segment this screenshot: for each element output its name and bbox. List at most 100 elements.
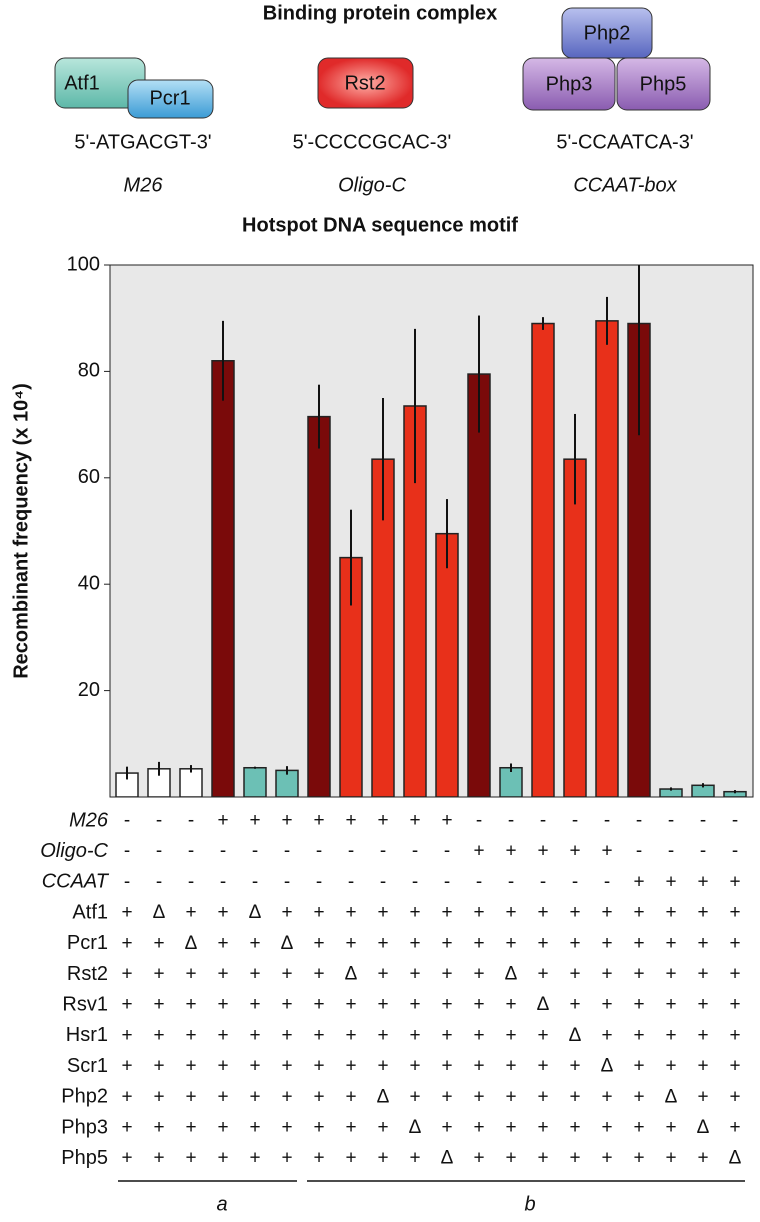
row-label: Rsv1 (62, 993, 108, 1015)
cell: + (729, 933, 740, 954)
cell: + (217, 810, 228, 831)
bar (307, 415, 331, 797)
cell: + (473, 1025, 484, 1046)
cell: - (252, 841, 258, 862)
cell: + (729, 964, 740, 985)
cell: + (121, 1148, 132, 1169)
cell: - (668, 841, 674, 862)
cell: Δ (729, 1148, 742, 1169)
cell: + (281, 1056, 292, 1077)
cell: + (409, 1148, 420, 1169)
cell: + (665, 1117, 676, 1138)
group-label: b (524, 1193, 535, 1215)
cell: Δ (377, 1086, 390, 1107)
cell: + (345, 810, 356, 831)
cell: - (732, 810, 738, 831)
cell: Δ (409, 1117, 422, 1138)
cell: + (537, 933, 548, 954)
cell: + (185, 1086, 196, 1107)
cell: + (665, 1148, 676, 1169)
cell: - (572, 871, 578, 892)
cell: + (313, 1117, 324, 1138)
cell: + (473, 933, 484, 954)
cell: + (185, 994, 196, 1015)
cell: + (121, 1056, 132, 1077)
row-label: Atf1 (72, 901, 108, 923)
cell: Δ (281, 933, 294, 954)
cell: + (377, 1148, 388, 1169)
cell: + (217, 902, 228, 923)
cell: + (281, 994, 292, 1015)
cell: + (505, 902, 516, 923)
cell: + (537, 1086, 548, 1107)
cell: - (124, 871, 130, 892)
cell: - (508, 871, 514, 892)
cell: + (441, 1117, 452, 1138)
cell: + (345, 1086, 356, 1107)
cell: + (441, 1086, 452, 1107)
cell: - (476, 871, 482, 892)
bar (243, 766, 267, 797)
cell: + (121, 1086, 132, 1107)
y-tick-label: 40 (78, 572, 100, 594)
cell: - (732, 841, 738, 862)
cell: + (441, 902, 452, 923)
cell: + (441, 994, 452, 1015)
cell: + (505, 933, 516, 954)
cell: + (281, 1148, 292, 1169)
cell: - (316, 871, 322, 892)
bar (499, 766, 523, 797)
cell: + (697, 1148, 708, 1169)
cell: - (220, 871, 226, 892)
cell: + (377, 994, 388, 1015)
cell: + (633, 1086, 644, 1107)
cell: Δ (185, 933, 198, 954)
cell: Δ (505, 964, 518, 985)
cell: + (153, 933, 164, 954)
cell: + (121, 902, 132, 923)
y-tick-label: 80 (78, 360, 100, 382)
cell: + (377, 1056, 388, 1077)
cell: + (729, 1117, 740, 1138)
bar (179, 768, 203, 797)
cell: + (601, 841, 612, 862)
cell: + (601, 1117, 612, 1138)
cell: + (345, 994, 356, 1015)
sequence: 5'-CCAATCA-3' (556, 131, 693, 153)
cell: + (665, 1056, 676, 1077)
cell: + (569, 964, 580, 985)
cell: + (249, 1148, 260, 1169)
cell: + (697, 902, 708, 923)
row-label: Php5 (61, 1147, 108, 1169)
cell: + (601, 1025, 612, 1046)
cell: + (249, 1117, 260, 1138)
cell: + (409, 1086, 420, 1107)
cell: + (505, 1086, 516, 1107)
motif: M26 (124, 174, 164, 196)
cell: - (220, 841, 226, 862)
cell: + (633, 902, 644, 923)
protein-label: Php2 (584, 22, 631, 44)
cell: + (313, 1025, 324, 1046)
protein-label: Php3 (546, 73, 593, 95)
cell: + (473, 1148, 484, 1169)
cell: - (668, 810, 674, 831)
cell: + (281, 1086, 292, 1107)
row-label: Php3 (61, 1116, 108, 1138)
bar (595, 320, 619, 797)
cell: + (345, 1056, 356, 1077)
cell: + (281, 1117, 292, 1138)
cell: + (185, 1117, 196, 1138)
cell: + (217, 994, 228, 1015)
protein-label: Rst2 (344, 72, 385, 94)
cell: + (217, 933, 228, 954)
cell: + (377, 810, 388, 831)
cell: + (665, 994, 676, 1015)
diagram-title: Binding protein complex (263, 2, 497, 24)
cell: + (121, 1117, 132, 1138)
cell: + (473, 1056, 484, 1077)
cell: + (697, 871, 708, 892)
cell: - (348, 871, 354, 892)
cell: + (473, 994, 484, 1015)
row-label: Scr1 (67, 1055, 108, 1077)
